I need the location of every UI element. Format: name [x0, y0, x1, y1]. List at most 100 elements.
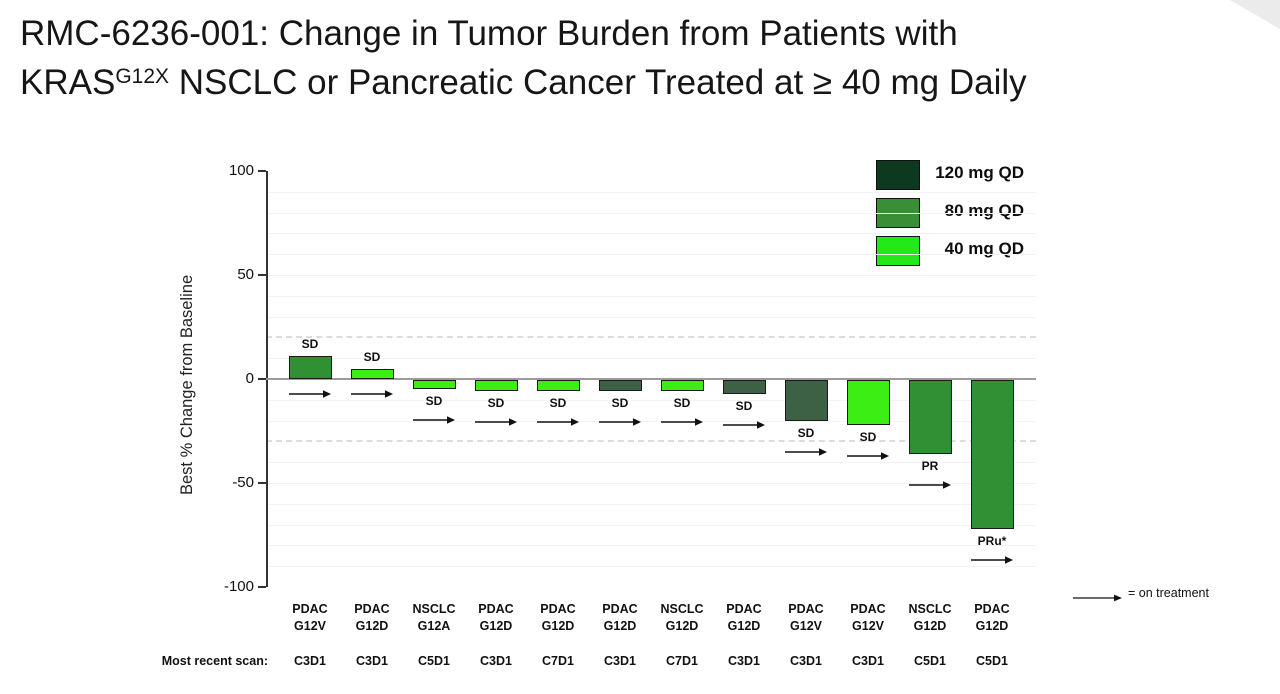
y-gridline--40 — [266, 462, 1036, 464]
bar-scan-value: C7D1 — [666, 654, 698, 668]
bar — [784, 380, 828, 421]
bar-scan-value: C3D1 — [790, 654, 822, 668]
y-gridline-60 — [266, 254, 1036, 256]
y-tick-label--100: -100 — [223, 578, 254, 595]
y-gridline-90 — [266, 191, 1036, 193]
bar-response-label: SD — [611, 396, 629, 411]
on-treatment-arrow-icon — [846, 448, 890, 460]
zero-baseline — [266, 378, 1036, 380]
y-tick-label-100: 100 — [228, 162, 254, 179]
on-treatment-arrow-icon — [1072, 590, 1122, 608]
bar-scan-value: C3D1 — [728, 654, 760, 668]
bar-category-label: PDAC G12D — [341, 601, 403, 635]
mutation: G12V — [294, 619, 326, 633]
bar-scan-value: C5D1 — [976, 654, 1008, 668]
bar-scan-value: C5D1 — [418, 654, 450, 668]
y-gridline-30 — [266, 316, 1036, 318]
tumor-type: PDAC — [540, 602, 576, 616]
mutation: G12D — [913, 619, 947, 633]
on-treatment-arrow-icon — [908, 477, 952, 489]
bar-response-label: SD — [487, 396, 505, 411]
tumor-type: PDAC — [292, 602, 328, 616]
bar-category-label: PDAC G12V — [279, 601, 341, 635]
y-tick-label-50: 50 — [237, 266, 254, 283]
bar-scan-value: C3D1 — [604, 654, 636, 668]
y-tick--50 — [258, 482, 266, 484]
y-gridline--20 — [266, 420, 1036, 422]
bar-response-label: SD — [301, 337, 319, 352]
on-treatment-arrow-icon — [970, 552, 1014, 564]
bar-category-label: PDAC G12D — [465, 601, 527, 635]
bar — [908, 380, 952, 454]
page-title-line1: RMC-6236-001: Change in Tumor Burden fro… — [20, 14, 958, 53]
on-treatment-arrow-icon — [660, 414, 704, 427]
legend-swatch-40mg — [876, 236, 920, 266]
y-dashed-refline--30 — [266, 440, 1036, 443]
y-gridline--80 — [266, 545, 1036, 547]
on-treatment-arrow-icon — [536, 414, 580, 427]
bar — [288, 356, 332, 379]
y-tick-50 — [258, 274, 266, 276]
scan-row-label: Most recent scan: — [161, 654, 268, 668]
page-title-line2-suffix: NSCLC or Pancreatic Cancer Treated at ≥ … — [169, 63, 1027, 102]
y-gridline-70 — [266, 233, 1036, 235]
tumor-type: PDAC — [602, 602, 638, 616]
legend-label-120mg: 120 mg QD — [935, 163, 1024, 182]
on-treatment-arrow-icon — [598, 414, 642, 427]
y-gridline--10 — [266, 399, 1036, 401]
tumor-type: PDAC — [974, 602, 1010, 616]
y-tick-label-0: 0 — [245, 370, 254, 387]
mutation: G12V — [852, 619, 884, 633]
on-treatment-arrow-icon — [350, 386, 394, 398]
bar-category-label: PDAC G12D — [713, 601, 775, 635]
y-axis-title: Best % Change from Baseline — [178, 274, 196, 496]
bar — [350, 368, 394, 379]
y-tick--100 — [258, 586, 266, 588]
legend-swatch-120mg — [876, 160, 920, 190]
y-gridline--70 — [266, 524, 1036, 526]
bar-response-label: PR — [921, 458, 939, 473]
y-gridline-40 — [266, 295, 1036, 297]
bar — [412, 380, 456, 390]
mutation: G12D — [727, 619, 761, 633]
mutation: G12D — [355, 619, 389, 633]
bar-response-label: SD — [797, 425, 815, 440]
bar-category-label: PDAC G12V — [837, 601, 899, 635]
bar-response-label: SD — [549, 396, 567, 411]
bar — [598, 380, 642, 392]
bar — [970, 380, 1014, 529]
y-gridline--90 — [266, 566, 1036, 568]
bar — [846, 380, 890, 425]
y-tick-100 — [258, 170, 266, 172]
tumor-type: PDAC — [850, 602, 886, 616]
y-gridline--50 — [266, 483, 1036, 484]
bar-scan-value: C7D1 — [542, 654, 574, 668]
bar-category-label: NSCLC G12D — [651, 601, 713, 635]
mutation: G12D — [975, 619, 1009, 633]
tumor-type: NSCLC — [412, 602, 456, 616]
mutation: G12D — [541, 619, 575, 633]
tumor-type: PDAC — [726, 602, 762, 616]
mutation: G12A — [417, 619, 451, 633]
y-gridline-50 — [266, 275, 1036, 276]
bar — [722, 380, 766, 394]
bar-scan-value: C5D1 — [914, 654, 946, 668]
bar-response-label: SD — [425, 394, 443, 409]
bar-scan-value: C3D1 — [356, 654, 388, 668]
bar-scan-value: C3D1 — [480, 654, 512, 668]
bar-category-label: NSCLC G12D — [899, 601, 961, 635]
tumor-type: PDAC — [478, 602, 514, 616]
mutation: G12D — [479, 619, 513, 633]
legend-label-80mg: 80 mg QD — [944, 201, 1024, 220]
bar-response-label: SD — [735, 398, 753, 413]
y-gridline-10 — [266, 358, 1036, 360]
on-treatment-arrow-icon — [722, 417, 766, 429]
legend-label-40mg: 40 mg QD — [944, 239, 1024, 258]
bar-response-label: SD — [363, 349, 381, 364]
bar-category-label: PDAC G12V — [775, 601, 837, 635]
y-gridline-80 — [266, 212, 1036, 214]
mutation: G12D — [665, 619, 699, 633]
y-tick-0 — [258, 378, 266, 380]
bar — [536, 380, 580, 392]
